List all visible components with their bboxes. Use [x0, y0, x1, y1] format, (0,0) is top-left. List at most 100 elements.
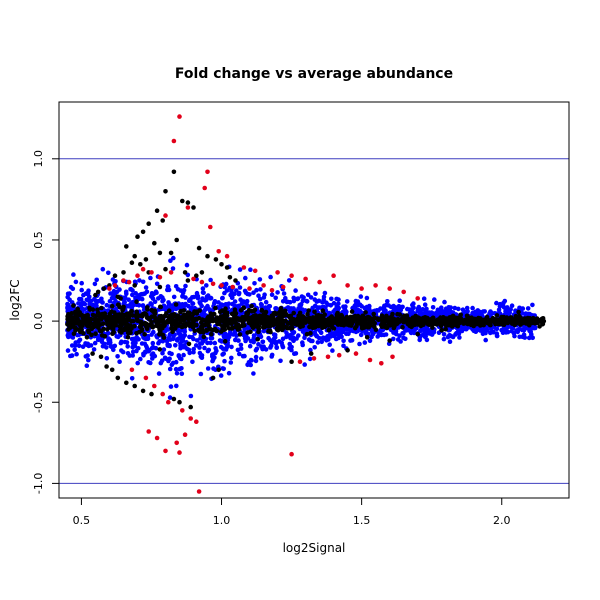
data-point — [152, 383, 157, 389]
data-point — [117, 324, 122, 329]
data-point — [166, 358, 171, 364]
data-point — [365, 324, 371, 330]
data-point — [373, 283, 378, 288]
data-point — [211, 311, 217, 317]
data-point — [166, 399, 171, 405]
data-point — [222, 312, 228, 318]
data-point — [374, 308, 380, 313]
data-point — [517, 334, 522, 340]
data-point — [134, 311, 140, 317]
data-point — [221, 309, 226, 314]
data-point — [289, 359, 294, 365]
data-point — [210, 281, 216, 287]
data-point — [173, 302, 179, 307]
data-point — [367, 357, 373, 363]
data-point — [91, 347, 97, 352]
data-point — [252, 281, 257, 286]
data-point — [104, 315, 109, 320]
data-point — [359, 286, 364, 291]
data-point — [160, 391, 165, 397]
data-point — [90, 302, 96, 308]
data-point — [192, 328, 197, 334]
data-point — [506, 309, 511, 314]
data-point — [174, 338, 180, 343]
data-point — [320, 335, 326, 341]
data-point — [447, 327, 453, 333]
data-point — [284, 325, 290, 331]
data-point — [509, 303, 515, 309]
data-point — [248, 357, 254, 363]
data-point — [134, 331, 139, 336]
data-point — [251, 290, 256, 296]
data-point — [119, 339, 124, 345]
data-point — [312, 345, 318, 350]
data-point — [182, 332, 188, 338]
data-point — [204, 294, 210, 300]
data-point — [80, 344, 86, 350]
data-point — [157, 284, 163, 290]
data-point — [156, 371, 162, 376]
data-point — [333, 336, 339, 342]
data-point — [197, 345, 202, 350]
data-point — [138, 262, 143, 267]
data-point — [233, 337, 238, 343]
data-point — [107, 283, 112, 288]
data-point — [149, 332, 154, 337]
data-point — [187, 310, 192, 316]
data-point — [316, 335, 322, 341]
data-point — [145, 315, 151, 321]
data-point — [152, 240, 157, 246]
data-point — [527, 317, 533, 322]
data-point — [234, 288, 239, 293]
data-point — [143, 322, 148, 328]
data-point — [461, 321, 467, 326]
data-point — [170, 329, 175, 335]
data-point — [327, 315, 333, 321]
data-point — [106, 270, 111, 276]
data-point — [191, 311, 196, 317]
data-point — [86, 298, 91, 303]
data-point — [144, 289, 150, 295]
data-point — [242, 288, 248, 294]
y-tick-label: 0.0 — [32, 312, 45, 330]
data-point — [357, 341, 362, 347]
data-point — [251, 371, 256, 376]
data-point — [370, 317, 376, 323]
data-point — [113, 306, 119, 312]
data-point — [92, 281, 98, 287]
data-point — [269, 319, 275, 325]
data-point — [120, 308, 125, 313]
data-point — [170, 266, 176, 271]
data-point — [258, 287, 263, 292]
data-point — [263, 299, 269, 305]
data-point — [326, 327, 332, 333]
data-point — [527, 321, 532, 326]
data-point — [247, 286, 252, 291]
data-point — [401, 289, 407, 295]
data-point — [76, 339, 81, 344]
data-point — [67, 313, 73, 319]
data-point — [271, 336, 277, 341]
data-point — [148, 275, 153, 281]
data-point — [194, 273, 199, 279]
data-point — [247, 320, 253, 325]
data-point — [210, 318, 216, 324]
data-point — [358, 332, 364, 338]
x-axis-label: log2Signal — [283, 541, 346, 555]
data-point — [289, 347, 294, 353]
data-point — [294, 336, 299, 341]
data-point — [313, 291, 318, 297]
data-point — [291, 298, 297, 304]
data-point — [387, 338, 393, 343]
data-point — [339, 312, 344, 318]
data-point — [541, 318, 547, 324]
data-point — [142, 311, 148, 316]
data-point — [275, 290, 280, 295]
data-point — [135, 317, 140, 323]
data-point — [319, 339, 325, 345]
data-point — [317, 279, 322, 285]
data-point — [171, 294, 177, 300]
data-point — [157, 347, 163, 352]
data-point — [363, 310, 368, 315]
data-point — [308, 351, 314, 356]
